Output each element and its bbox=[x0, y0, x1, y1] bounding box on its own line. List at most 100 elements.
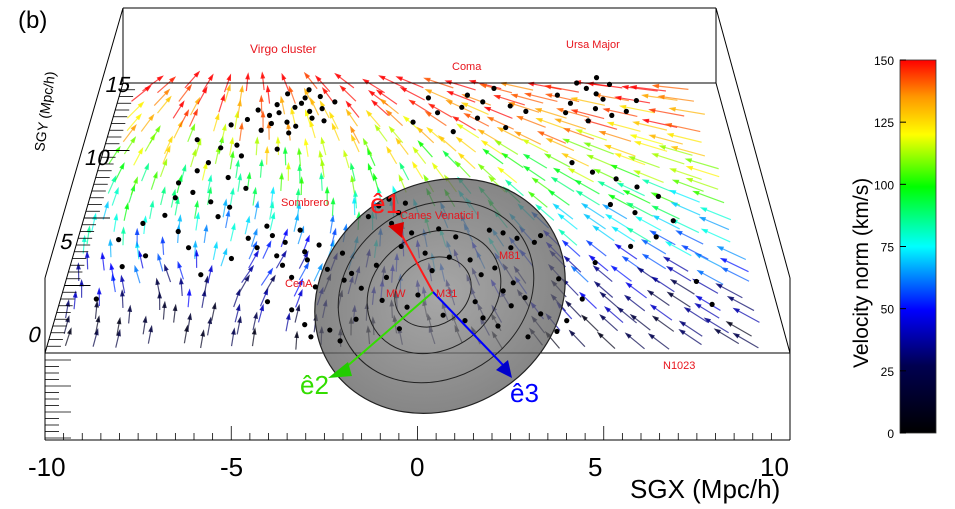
streamline bbox=[736, 335, 759, 348]
streamline bbox=[590, 84, 622, 88]
colorbar-tick-label: 50 bbox=[881, 303, 895, 317]
streamline bbox=[483, 85, 512, 93]
streamline-arrow bbox=[477, 129, 484, 135]
galaxy-point bbox=[569, 160, 574, 165]
streamline-arrow bbox=[229, 137, 234, 145]
streamline bbox=[504, 155, 523, 168]
streamline-arrow bbox=[563, 128, 571, 133]
galaxy-point bbox=[475, 116, 480, 121]
galaxy-point bbox=[332, 99, 337, 104]
streamline-arrow bbox=[548, 190, 555, 196]
streamline-arrow bbox=[286, 162, 291, 169]
galaxy-point bbox=[468, 257, 473, 262]
x-axis: -10 -5 0 5 10 SGX (Mpc/h) bbox=[28, 452, 789, 504]
streamline-arrow bbox=[266, 240, 271, 248]
streamline-arrow bbox=[332, 228, 337, 236]
streamline-arrow bbox=[247, 172, 252, 179]
galaxy-point bbox=[307, 109, 312, 114]
galaxy-point bbox=[600, 97, 605, 102]
streamline-arrow bbox=[222, 123, 227, 131]
streamline-arrow bbox=[701, 229, 709, 234]
streamline bbox=[688, 160, 718, 169]
streamline-arrow bbox=[155, 278, 160, 286]
streamline-arrow bbox=[270, 275, 276, 282]
label-m31: M31 bbox=[436, 288, 457, 300]
streamline-arrow bbox=[255, 200, 260, 208]
galaxy-point bbox=[429, 268, 434, 273]
streamline bbox=[698, 305, 720, 318]
streamline-arrow bbox=[425, 89, 433, 94]
galaxy-point bbox=[614, 176, 619, 181]
galaxy-point bbox=[318, 94, 323, 99]
streamline-arrow bbox=[304, 262, 310, 269]
streamline-arrow bbox=[104, 201, 109, 209]
streamline bbox=[704, 230, 730, 242]
x-tick-label: 5 bbox=[588, 452, 602, 482]
streamline-arrow bbox=[686, 178, 694, 183]
streamline-arrow bbox=[611, 226, 618, 232]
galaxy-point bbox=[342, 278, 347, 283]
streamline-arrow bbox=[675, 230, 683, 235]
galaxy-point bbox=[503, 125, 508, 130]
streamline-arrow bbox=[634, 141, 642, 146]
streamline-arrow bbox=[423, 174, 429, 181]
streamline-arrow bbox=[172, 189, 177, 197]
streamline-arrow bbox=[100, 252, 105, 259]
galaxy-point bbox=[609, 113, 614, 118]
galaxy-point bbox=[256, 107, 261, 112]
label-n1023: N1023 bbox=[663, 360, 695, 372]
e2-label: ê2 bbox=[300, 370, 329, 400]
streamline-arrow bbox=[632, 121, 640, 126]
streamline-arrow bbox=[481, 140, 488, 146]
streamline-arrow bbox=[76, 262, 81, 269]
streamline bbox=[632, 158, 660, 168]
galaxy-point bbox=[624, 109, 629, 114]
galaxy-point bbox=[234, 143, 239, 148]
streamline-arrow bbox=[399, 174, 404, 182]
streamline-arrow bbox=[162, 301, 167, 308]
streamline-arrow bbox=[726, 321, 733, 327]
streamline-arrow bbox=[231, 327, 236, 334]
streamline-arrow bbox=[616, 182, 624, 187]
streamline-arrow bbox=[666, 266, 673, 272]
galaxy-point bbox=[525, 334, 530, 339]
streamline-arrow bbox=[237, 173, 242, 180]
label-virgo-cluster: Virgo cluster bbox=[250, 42, 316, 56]
galaxy-point bbox=[447, 255, 452, 260]
streamline-arrow bbox=[647, 290, 654, 296]
streamline-arrow bbox=[452, 116, 459, 122]
streamline-arrow bbox=[395, 76, 403, 81]
streamline-arrow bbox=[652, 215, 660, 220]
label-canes-venatici: Canes Venatici I bbox=[400, 210, 480, 222]
galaxy-point bbox=[487, 228, 492, 233]
galaxy-point bbox=[404, 305, 409, 310]
streamline-arrow bbox=[493, 95, 501, 100]
streamline bbox=[450, 92, 475, 102]
streamline bbox=[673, 281, 694, 294]
streamline-arrow bbox=[516, 116, 524, 121]
label-m81: M81 bbox=[499, 250, 520, 262]
streamline-arrow bbox=[289, 85, 294, 93]
streamline-arrow bbox=[666, 133, 674, 138]
galaxy-point bbox=[384, 275, 389, 280]
streamline-arrow bbox=[696, 270, 703, 276]
galaxy-point bbox=[593, 260, 598, 265]
streamline-arrow bbox=[700, 207, 708, 212]
streamline-arrow bbox=[597, 181, 605, 186]
galaxy-point bbox=[283, 240, 288, 245]
galaxy-point bbox=[255, 245, 260, 250]
streamline-arrow bbox=[253, 250, 259, 257]
streamline-arrow bbox=[714, 328, 721, 334]
streamline-arrow bbox=[544, 153, 551, 158]
streamline-arrow bbox=[695, 295, 702, 301]
streamline-arrow bbox=[220, 94, 225, 102]
streamline-arrow bbox=[296, 188, 301, 195]
streamline-arrow bbox=[378, 75, 386, 80]
galaxy-point bbox=[143, 253, 148, 258]
streamline bbox=[618, 155, 645, 165]
streamline bbox=[638, 218, 661, 230]
streamline-arrow bbox=[193, 240, 198, 247]
streamline-arrow bbox=[280, 96, 285, 104]
galaxy-point bbox=[508, 103, 513, 108]
